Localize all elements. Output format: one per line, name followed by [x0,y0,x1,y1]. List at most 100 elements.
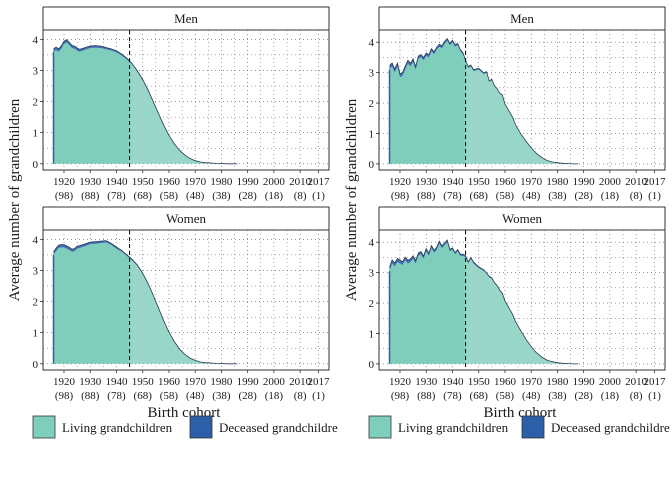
x-tick-sublabel: (68) [134,390,153,402]
plot-frame [42,229,330,371]
x-tick-sublabel: (88) [81,390,100,402]
panels: Men 0 1 2 3 4 1920 (98) 1930 (88) 1940 (78) 1950 (68)… [33,6,667,402]
living-area-projected [465,257,579,364]
x-tick-sublabel: (78) [443,390,462,402]
x-tick-sublabel: (48) [522,190,541,202]
legend-label-deceased: Deceased grandchildre [551,420,670,435]
x-tick-sublabel: (38) [548,390,567,402]
x-tick-label: 2000 [263,376,286,388]
x-tick-sublabel: (78) [107,190,126,202]
x-tick-sublabel: (98) [55,190,74,202]
x-tick-label: 1970 [520,176,543,188]
x-tick-sublabel: (78) [107,390,126,402]
x-tick-label: 1920 [53,376,76,388]
x-tick-label: 1940 [441,376,464,388]
x-tick-label: 1950 [468,376,491,388]
panel-left-women: Women 0 1 2 3 4 1920 (98) 1930 (88) 1940 (78) 1950 (6… [33,206,330,402]
y-tick-label: 3 [33,65,39,77]
x-tick-sublabel: (88) [417,190,436,202]
x-tick-sublabel: (38) [212,390,231,402]
x-tick-sublabel: (28) [238,390,257,402]
panel-right-men: Men 0 1 2 3 4 1920 (98) 1930 (88) 1940 (78) 1950 (68)… [369,6,667,202]
x-tick-label: 2017 [644,376,667,388]
x-tick-label: 1990 [573,176,596,188]
living-area-projected [129,258,238,364]
total-outline [53,39,238,165]
x-tick-label: 1930 [79,176,102,188]
x-tick-label: 2010 [289,176,312,188]
x-tick-label: 1930 [415,176,438,188]
facet-strip-label: Women [166,211,207,226]
x-tick-label: 2010 [289,376,312,388]
living-area-observed [389,242,466,364]
x-tick-label: 1950 [132,176,155,188]
total-outline [389,239,579,365]
plot-frame [378,29,666,171]
x-tick-label: 1940 [441,176,464,188]
x-tick-sublabel: (58) [160,390,179,402]
x-tick-label: 2010 [625,176,648,188]
x-tick-sublabel: (28) [238,190,257,202]
x-tick-label: 1930 [415,376,438,388]
x-tick-sublabel: (48) [522,390,541,402]
x-tick-label: 1920 [389,176,412,188]
plot-frame [42,29,330,171]
x-tick-label: 1940 [105,376,128,388]
x-tick-label: 2000 [599,376,622,388]
x-tick-sublabel: (88) [417,390,436,402]
x-tick-label: 1980 [546,376,569,388]
x-tick-sublabel: (78) [443,190,462,202]
living-area-observed [389,40,466,164]
facet-strip-label: Men [174,11,198,26]
plot-frame [378,229,666,371]
x-tick-label: 1970 [184,376,207,388]
living-area-projected [465,62,579,164]
x-tick-label: 1990 [237,376,260,388]
x-tick-label: 1990 [573,376,596,388]
y-tick-label: 0 [33,159,39,171]
y-tick-label: 1 [33,328,39,340]
x-tick-label: 1960 [158,176,181,188]
x-tick-sublabel: (8) [294,390,307,402]
facet-strip-label: Women [502,211,543,226]
facet-strip-label: Men [510,11,534,26]
x-tick-label: 1930 [79,376,102,388]
x-tick-label: 1960 [494,176,517,188]
legend-left: Living grandchildren Deceased grandchild… [32,415,338,439]
y-tick-label: 2 [33,297,39,309]
panel-left-men: Men 0 1 2 3 4 1920 (98) 1930 (88) 1940 (78) 1950 (68)… [33,6,330,202]
y-tick-label: 3 [369,268,375,280]
total-outline [53,240,238,365]
y-tick-label: 4 [369,237,375,249]
x-tick-sublabel: (98) [55,390,74,402]
legend-swatch-living [368,415,392,439]
living-area-observed [53,42,130,164]
x-tick-sublabel: (28) [574,390,593,402]
legend-label-living: Living grandchildren [398,420,509,435]
x-tick-label: 1960 [158,376,181,388]
living-area-observed [53,242,130,364]
x-tick-label: 1960 [494,376,517,388]
x-tick-sublabel: (68) [134,190,153,202]
y-tick-label: 2 [369,98,375,110]
x-tick-sublabel: (68) [470,190,489,202]
legend-swatch-deceased [189,415,213,439]
x-tick-label: 1920 [53,176,76,188]
y-tick-label: 4 [33,234,39,246]
x-tick-label: 2017 [644,176,667,188]
y-tick-label: 4 [369,37,375,49]
legend-label-deceased: Deceased grandchildre [219,420,338,435]
y-tick-label: 2 [33,97,39,109]
x-tick-sublabel: (68) [470,390,489,402]
y-tick-label: 4 [33,34,39,46]
x-tick-sublabel: (8) [630,190,643,202]
x-tick-sublabel: (1) [648,390,661,402]
x-tick-label: 1950 [468,176,491,188]
x-tick-sublabel: (1) [648,190,661,202]
x-tick-sublabel: (18) [601,190,620,202]
x-tick-sublabel: (8) [630,390,643,402]
x-tick-label: 1970 [520,376,543,388]
legend-swatch-deceased [521,415,545,439]
y-tick-label: 3 [369,68,375,80]
